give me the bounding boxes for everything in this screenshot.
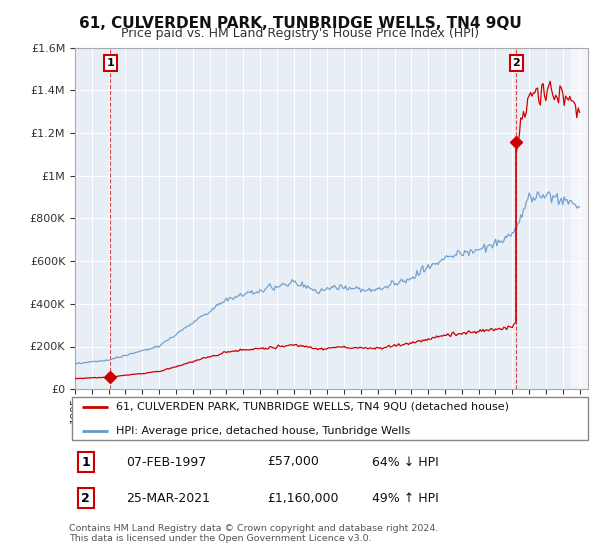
Text: 61, CULVERDEN PARK, TUNBRIDGE WELLS, TN4 9QU: 61, CULVERDEN PARK, TUNBRIDGE WELLS, TN4… [79, 16, 521, 31]
Text: 07-FEB-1997: 07-FEB-1997 [127, 455, 206, 469]
Text: 25-MAR-2021: 25-MAR-2021 [127, 492, 211, 505]
Text: £1,160,000: £1,160,000 [268, 492, 339, 505]
Text: 64% ↓ HPI: 64% ↓ HPI [372, 455, 439, 469]
Text: 2: 2 [82, 492, 90, 505]
Text: 61, CULVERDEN PARK, TUNBRIDGE WELLS, TN4 9QU (detached house): 61, CULVERDEN PARK, TUNBRIDGE WELLS, TN4… [116, 402, 509, 412]
Text: 49% ↑ HPI: 49% ↑ HPI [372, 492, 439, 505]
Text: 2: 2 [512, 58, 520, 68]
Text: HPI: Average price, detached house, Tunbridge Wells: HPI: Average price, detached house, Tunb… [116, 426, 410, 436]
Bar [571, 48, 588, 389]
Text: Contains HM Land Registry data © Crown copyright and database right 2024.
This d: Contains HM Land Registry data © Crown c… [69, 524, 439, 543]
Text: 1: 1 [82, 455, 90, 469]
Text: £57,000: £57,000 [268, 455, 319, 469]
FancyBboxPatch shape [71, 396, 589, 441]
Text: 1: 1 [106, 58, 114, 68]
Text: Price paid vs. HM Land Registry's House Price Index (HPI): Price paid vs. HM Land Registry's House … [121, 27, 479, 40]
